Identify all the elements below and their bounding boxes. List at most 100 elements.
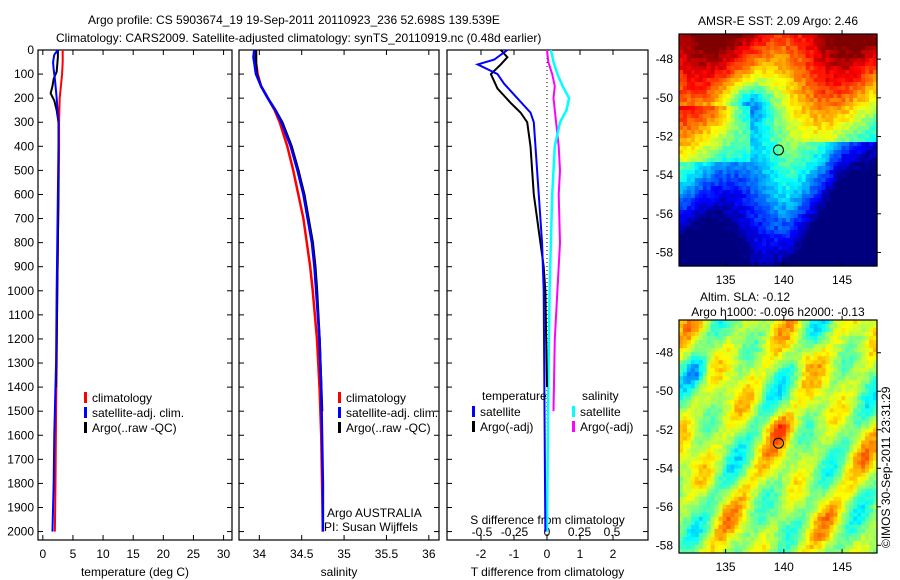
map-cell [789,54,795,59]
map-cell [730,404,736,409]
map-cell [797,90,803,95]
map-cell [793,118,799,123]
map-cell [714,536,720,542]
map-cell [686,38,692,43]
map-cell [857,114,862,119]
map-cell [686,62,692,67]
map-cell [809,222,815,227]
map-cell [785,328,791,333]
y-tick-label: 500 [14,163,34,177]
map-cell [686,360,692,365]
map-cell [742,364,747,369]
map-cell [746,90,751,95]
map-cell [683,138,688,143]
map-cell [813,154,819,159]
map-cell [746,138,751,143]
map-cell [734,440,739,446]
map-cell [778,528,783,534]
map-cell [754,162,759,167]
map-cell [849,130,854,135]
map-cell [686,190,692,195]
map-cell [683,74,688,79]
map-cell [825,50,831,55]
map-cell [702,384,708,389]
map-cell [785,194,791,199]
map-cell [869,102,874,107]
map-cell [718,118,724,123]
map-cell [829,34,835,39]
map-cell [722,364,728,369]
map-cell [813,242,819,247]
map-cell [683,178,688,183]
map-cell [718,250,724,255]
map-cell [722,392,728,397]
map-cell [785,206,791,211]
map-cell [686,34,692,39]
map-cell [726,424,732,429]
map-cell [845,118,850,123]
map-cell [742,258,747,263]
map-cell [742,396,747,401]
map-cell [706,432,712,438]
map-cell [770,528,775,534]
map-cell [686,400,692,405]
map-cell [683,198,688,203]
map-cell [873,174,878,179]
map-cell [766,456,771,462]
map-cell [734,98,739,103]
map-cell [746,162,751,167]
map-cell [750,464,755,470]
map-cell [869,110,874,115]
map-cell [758,416,763,421]
map-cell [754,408,759,413]
map-cell [694,262,700,267]
map-cell [683,86,688,91]
map-cell [861,182,866,187]
map-cell [809,246,815,251]
map-cell [817,34,823,39]
map-cell [829,150,835,155]
map-cell [782,122,787,127]
map-cell [702,520,708,526]
map-cell [758,436,763,442]
map-cell [833,74,838,79]
map-cell [845,134,850,139]
map-cell [853,90,858,95]
map-cell [718,222,724,227]
map-cell [734,182,739,187]
map-cell [813,178,819,183]
map-cell [698,320,704,325]
map-cell [710,126,716,131]
map-cell [742,134,747,139]
map-cell [746,320,751,325]
map-cell [683,440,688,446]
map-cell [825,46,831,51]
map-cell [758,94,763,99]
map-cell [782,126,787,131]
map-cell [770,214,775,219]
map-cell [746,190,751,195]
map-cell [738,250,743,255]
map-cell [750,102,755,107]
map-cell [714,218,720,223]
map-cell [801,46,807,51]
map-cell [797,78,803,83]
map-cell [754,170,759,175]
map-cell [686,428,692,434]
map-cell [722,54,728,59]
map-cell [706,210,712,215]
map-cell [797,134,803,139]
map-cell [782,436,787,442]
map-cell [686,444,692,450]
map-cell [869,46,874,51]
map-cell [734,468,739,474]
map-cell [865,202,870,207]
map-cell [750,206,755,211]
map-cell [702,496,708,502]
map-cell [825,54,831,59]
map-cell [861,230,866,235]
map-cell [785,90,791,95]
map-cell [714,540,720,546]
map-cell [706,262,712,267]
map-cell [837,150,842,155]
